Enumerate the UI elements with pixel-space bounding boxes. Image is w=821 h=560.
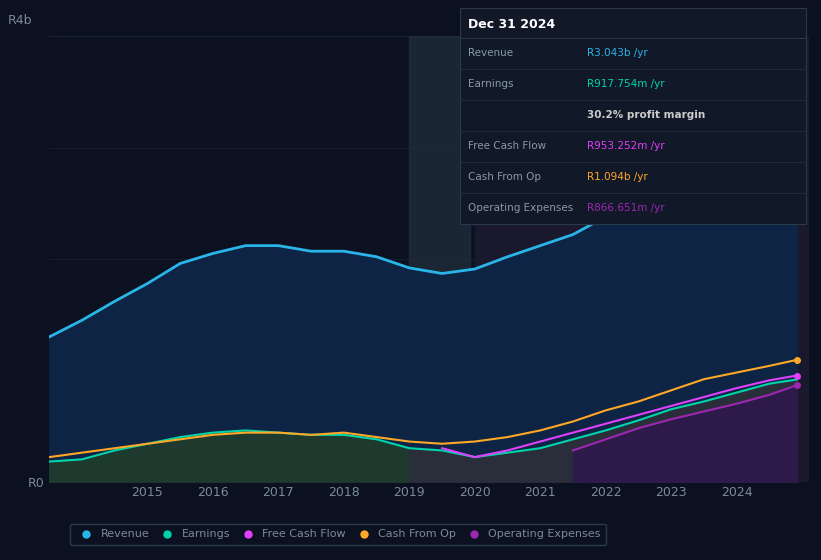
Text: R953.252m /yr: R953.252m /yr <box>587 141 665 151</box>
Text: Dec 31 2024: Dec 31 2024 <box>468 18 555 31</box>
Text: Earnings: Earnings <box>468 79 513 89</box>
Text: Revenue: Revenue <box>468 48 513 58</box>
Text: Operating Expenses: Operating Expenses <box>468 203 573 213</box>
Text: R3.043b /yr: R3.043b /yr <box>587 48 648 58</box>
Bar <box>410 36 470 482</box>
Legend: Revenue, Earnings, Free Cash Flow, Cash From Op, Operating Expenses: Revenue, Earnings, Free Cash Flow, Cash … <box>70 524 606 545</box>
Text: Cash From Op: Cash From Op <box>468 172 541 183</box>
Text: R917.754m /yr: R917.754m /yr <box>587 79 665 89</box>
Text: Free Cash Flow: Free Cash Flow <box>468 141 546 151</box>
Text: R4b: R4b <box>7 15 32 27</box>
Text: R866.651m /yr: R866.651m /yr <box>587 203 665 213</box>
Bar <box>475 36 809 482</box>
Text: R1.094b /yr: R1.094b /yr <box>587 172 648 183</box>
Text: 30.2% profit margin: 30.2% profit margin <box>587 110 705 120</box>
